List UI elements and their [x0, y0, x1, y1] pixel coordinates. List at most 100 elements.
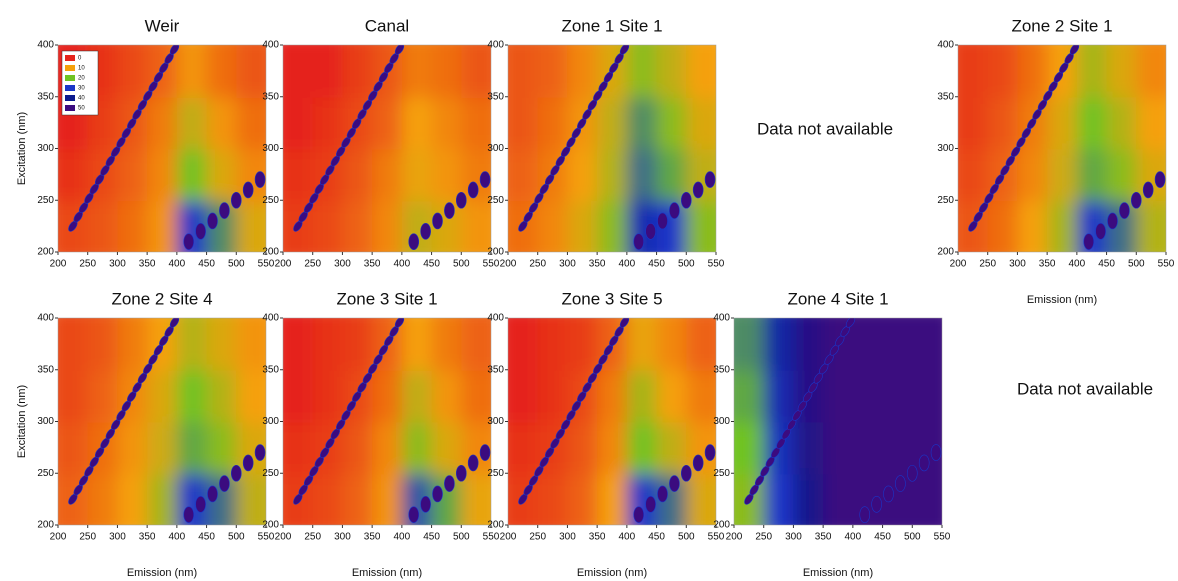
contour-cell — [236, 200, 266, 252]
y-tick-label: 350 — [37, 91, 54, 102]
y-tick-label: 350 — [262, 91, 279, 102]
scatter-dot — [680, 464, 692, 482]
contour-cell — [656, 421, 688, 475]
legend-label: 20 — [78, 76, 85, 82]
contour-cell — [597, 473, 628, 525]
y-tick-label: 200 — [262, 247, 279, 258]
y-tick-label: 250 — [262, 468, 279, 479]
y-tick-label: 400 — [487, 40, 504, 51]
contour-cell — [117, 473, 149, 525]
scatter-dot — [645, 223, 656, 240]
scatter-dot — [1083, 233, 1095, 250]
contour-cell — [1076, 45, 1108, 98]
contour-cell — [117, 421, 149, 475]
x-tick-label: 500 — [453, 259, 470, 270]
contour-cell — [176, 96, 208, 150]
scatter-dot — [444, 475, 455, 492]
plot-area — [58, 45, 266, 252]
contour-cell — [626, 421, 658, 475]
scatter-dot — [183, 233, 195, 250]
scatter-band — [68, 318, 266, 523]
contour-cell — [686, 369, 716, 423]
contour-cell — [1017, 200, 1049, 252]
x-tick-label: 350 — [815, 532, 832, 543]
contour-cell — [147, 369, 178, 423]
contour-cell — [823, 369, 854, 423]
contour-cell — [686, 200, 716, 252]
contour-cell — [147, 148, 178, 202]
contour-cell — [372, 473, 403, 525]
contour-cell — [283, 421, 314, 475]
contour-cell — [987, 200, 1019, 252]
contour-cell — [793, 318, 825, 371]
scatter-dot — [394, 318, 405, 328]
contour-cell — [117, 45, 149, 98]
contour-cell — [508, 421, 539, 475]
x-tick-label: 350 — [589, 259, 606, 270]
contour-cell — [176, 45, 208, 98]
y-tick-label: 200 — [713, 520, 730, 531]
x-tick-label: 300 — [109, 532, 126, 543]
scatter-dot — [467, 181, 479, 199]
contour-cell — [312, 96, 344, 150]
scatter-dot — [230, 191, 242, 209]
x-tick-label: 200 — [275, 532, 292, 543]
x-tick-label: 250 — [979, 259, 996, 270]
contour-cell — [461, 45, 491, 98]
contour-cell — [508, 318, 539, 371]
x-tick-label: 550 — [1158, 259, 1175, 270]
plot-area — [508, 45, 716, 252]
contour-cell — [1136, 45, 1166, 98]
scatter-dot — [408, 506, 420, 523]
scatter-dot — [420, 495, 431, 513]
chart-title: Zone 4 Site 1 — [787, 289, 888, 308]
contour-cell — [597, 421, 628, 475]
contour-cell — [597, 96, 628, 150]
contour-cell — [372, 96, 403, 150]
contour-cell — [283, 318, 314, 371]
x-tick-label: 500 — [228, 259, 245, 270]
x-axis-label: Emission (nm) — [352, 567, 422, 579]
scatter-dot — [669, 475, 680, 492]
scatter-dot — [242, 181, 254, 199]
x-tick-label: 400 — [169, 259, 186, 270]
y-tick-label: 350 — [262, 364, 279, 375]
x-tick-label: 500 — [678, 259, 695, 270]
contour-cell — [1047, 200, 1078, 252]
contour-cell — [461, 318, 491, 371]
y-tick-label: 400 — [937, 40, 954, 51]
contour-cell — [567, 200, 599, 252]
contour-cell — [461, 473, 491, 525]
chart-title: Zone 2 Site 4 — [111, 289, 212, 308]
scatter-dot — [183, 506, 195, 523]
scatter-dot — [1069, 45, 1080, 55]
contour-cell — [176, 421, 208, 475]
y-tick-label: 400 — [262, 313, 279, 324]
contour-cell — [461, 96, 491, 150]
contour-cell — [58, 369, 89, 423]
x-axis-label: Emission (nm) — [1027, 294, 1097, 306]
contour-cell — [342, 318, 374, 371]
x-tick-label: 300 — [785, 532, 802, 543]
scatter-dot — [195, 223, 206, 240]
x-tick-label: 500 — [904, 532, 921, 543]
scatter-dot — [669, 202, 680, 219]
x-tick-label: 200 — [275, 259, 292, 270]
contour-cell — [431, 148, 463, 202]
scatter-dot — [704, 171, 716, 188]
x-tick-label: 400 — [619, 259, 636, 270]
y-tick-label: 400 — [262, 40, 279, 51]
contour-cell — [1017, 45, 1049, 98]
contour-cell — [626, 318, 658, 371]
x-axis-label: Emission (nm) — [803, 567, 873, 579]
contour-cell — [283, 45, 314, 98]
x-tick-label: 500 — [678, 532, 695, 543]
y-tick-label: 250 — [37, 468, 54, 479]
scatter-dot — [420, 223, 431, 240]
x-tick-label: 200 — [950, 259, 967, 270]
y-tick-label: 250 — [262, 195, 279, 206]
plot-area — [958, 45, 1166, 252]
x-tick-label: 550 — [708, 259, 725, 270]
contour-cell — [236, 318, 266, 371]
contour-cell — [823, 473, 854, 525]
